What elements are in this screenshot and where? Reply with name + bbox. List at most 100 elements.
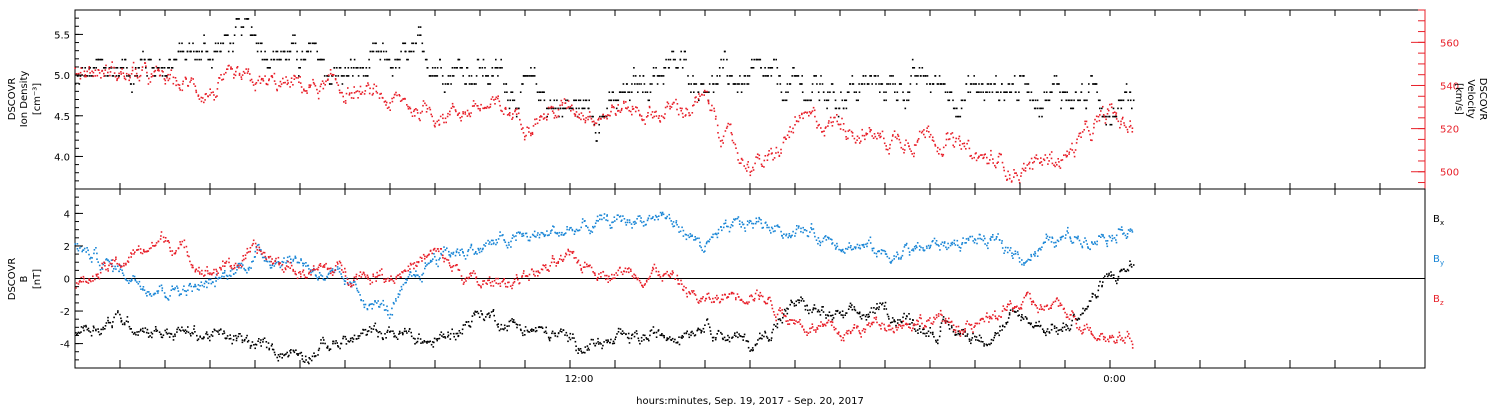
by-series-point [286, 260, 288, 262]
bx-series-point [412, 337, 415, 340]
bx-series-point [232, 339, 235, 341]
by-series-point [1014, 250, 1017, 253]
density-series-point [970, 83, 973, 85]
bx-series-point [627, 332, 630, 335]
bx-series-point [114, 313, 117, 315]
density-series-point [240, 26, 243, 28]
bz-series-point [90, 280, 92, 283]
density-series-point [803, 99, 805, 102]
bx-series-point [891, 321, 893, 323]
density-series-point [573, 99, 575, 102]
by-series-point [599, 218, 601, 221]
density-series-point [778, 75, 780, 77]
density-series-point [256, 50, 259, 53]
velocity-series-point [1004, 175, 1007, 177]
velocity-series-point [750, 170, 753, 172]
bz-series-point [274, 260, 276, 262]
density-series-point [665, 58, 667, 61]
bx-series-point [825, 317, 827, 319]
bx-series-point [87, 327, 90, 330]
velocity-series-point [222, 78, 225, 81]
density-series-point [611, 91, 614, 93]
bx-series-point [619, 328, 622, 330]
density-series-point [116, 67, 119, 69]
bx-series-point [211, 331, 214, 333]
by-series-point [177, 290, 180, 292]
by-series-point [483, 244, 485, 246]
velocity-series-point [158, 70, 160, 72]
by-series-point [1123, 232, 1125, 234]
bx-series-point [307, 361, 309, 363]
bx-series-point [721, 337, 724, 340]
velocity-series-point [547, 106, 550, 109]
bx-series-point [176, 331, 178, 333]
bx-series-point [633, 335, 636, 338]
velocity-series-point [1081, 131, 1084, 133]
by-series-point [651, 217, 654, 219]
bx-series-point [994, 332, 996, 334]
density-series-point [232, 42, 235, 45]
by-series-point [115, 268, 117, 270]
by-series-point [622, 215, 624, 217]
bz-series-point [191, 264, 194, 267]
bz-series-point [629, 268, 632, 271]
bx-series-point [293, 351, 296, 354]
bz-series-point [422, 253, 425, 256]
velocity-series-point [341, 91, 343, 94]
velocity-series-point [197, 95, 200, 97]
velocity-series-point [806, 111, 808, 114]
bx-series-point [811, 311, 813, 314]
bx-series-point [289, 352, 292, 354]
density-series-point [1053, 75, 1056, 77]
bx-series-point [1027, 322, 1030, 324]
bz-series-point [255, 246, 258, 248]
velocity-series-point [276, 88, 278, 91]
velocity-series-point [317, 97, 320, 100]
by-series-point [1028, 259, 1031, 261]
bx-series-point [1061, 330, 1064, 332]
bx-series-point [531, 328, 533, 330]
velocity-series-point [927, 125, 930, 128]
density-series-point [939, 83, 942, 85]
bx-series-point [614, 338, 616, 341]
density-series-point [838, 107, 841, 110]
density-series-point [213, 50, 216, 53]
velocity-series-point [322, 87, 325, 90]
bx-series-point [566, 334, 568, 337]
bx-series-point [516, 324, 519, 326]
velocity-series-point [636, 106, 638, 109]
velocity-series-point [500, 109, 502, 112]
velocity-series-point [730, 132, 733, 134]
velocity-series-point [247, 70, 249, 73]
bz-series-point [421, 257, 423, 259]
bx-series-point [853, 306, 856, 308]
by-series-point [1053, 241, 1055, 244]
velocity-series-point [907, 142, 909, 144]
by-series-point [766, 226, 768, 229]
velocity-series-point [220, 74, 222, 76]
bx-series-point [376, 330, 378, 332]
by-series-point [195, 285, 197, 288]
by-series-point [628, 219, 631, 221]
by-series-point [226, 275, 229, 277]
by-series-point [90, 261, 93, 263]
density-series-point [883, 91, 885, 93]
bz-series-point [499, 285, 502, 287]
bx-series-point [1091, 296, 1094, 298]
by-series-point [547, 234, 549, 237]
bz-series-point [565, 252, 567, 255]
by-series-point [788, 235, 791, 237]
bz-series-point [564, 255, 566, 258]
bx-series-point [827, 315, 830, 317]
bz-series-point [289, 261, 292, 264]
bx-series-point [893, 319, 895, 321]
bx-series-point [1072, 314, 1075, 317]
by-series-point [969, 236, 971, 238]
bx-series-point [345, 343, 348, 345]
bx-series-point [332, 340, 335, 343]
bx-series-point [958, 333, 961, 336]
bx-series-point [876, 307, 878, 309]
density-tick-label: 4.0 [54, 152, 70, 163]
by-series-point [421, 280, 423, 283]
density-series-point [440, 67, 442, 69]
